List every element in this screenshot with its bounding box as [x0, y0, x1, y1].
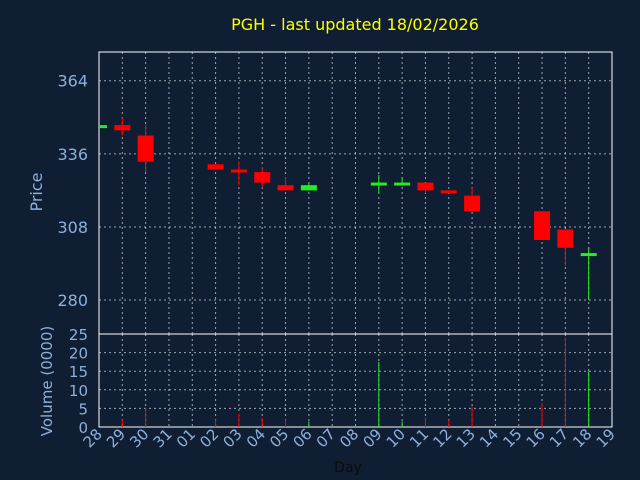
candle	[254, 166, 271, 188]
candle	[534, 211, 551, 240]
candle	[114, 117, 131, 136]
volume-plot-frame	[98, 333, 613, 428]
candle	[464, 187, 481, 212]
volume-series	[121, 337, 590, 427]
candle	[557, 229, 574, 267]
candle-body	[394, 182, 411, 186]
volume-tick-label: 25	[69, 326, 88, 344]
volume-axis-label: Volume (0000)	[38, 326, 56, 436]
price-tick-label: 308	[57, 218, 88, 237]
candle-body	[230, 169, 247, 173]
price-tick-label: 364	[57, 72, 88, 91]
candle-body	[464, 195, 481, 212]
chart-title: PGH - last updated 18/02/2026	[231, 15, 479, 34]
price-axis-ticks: 364 336 308 280	[57, 72, 88, 310]
candle	[277, 177, 294, 191]
candle-body	[99, 125, 107, 129]
volume-tick-label: 10	[69, 382, 88, 400]
candle	[580, 247, 597, 301]
candle-body	[580, 253, 597, 257]
candle-body	[557, 229, 574, 248]
candle	[137, 125, 154, 173]
candle	[394, 177, 411, 186]
candle	[300, 182, 317, 191]
candle-body	[370, 182, 387, 186]
candle	[417, 182, 434, 193]
volume-tick-label: 15	[69, 363, 88, 381]
candle	[230, 161, 247, 186]
volume-tick-label: 5	[78, 400, 88, 418]
price-tick-label: 336	[57, 145, 88, 164]
candle-body	[300, 185, 317, 191]
candle-body	[137, 135, 154, 162]
candle-body	[534, 211, 551, 240]
candle-body	[440, 190, 457, 194]
candle-body	[207, 164, 224, 170]
candle-body	[254, 172, 271, 183]
candle	[207, 164, 224, 170]
candle-body	[417, 182, 434, 191]
x-axis-ticks: 2829303101020304050607080910111213141516…	[80, 425, 619, 451]
price-panel: 364 336 308 280 Price	[27, 51, 613, 335]
volume-tick-label: 0	[78, 419, 88, 437]
candle-body	[114, 125, 131, 131]
candlestick-series	[99, 117, 597, 301]
candle-body	[277, 185, 294, 191]
candle	[440, 190, 457, 194]
price-axis-label: Price	[27, 172, 46, 211]
volume-tick-label: 20	[69, 345, 88, 363]
candle	[370, 174, 387, 193]
x-axis-label: Day	[334, 460, 362, 476]
candle	[99, 125, 107, 129]
price-tick-label: 280	[57, 291, 88, 310]
